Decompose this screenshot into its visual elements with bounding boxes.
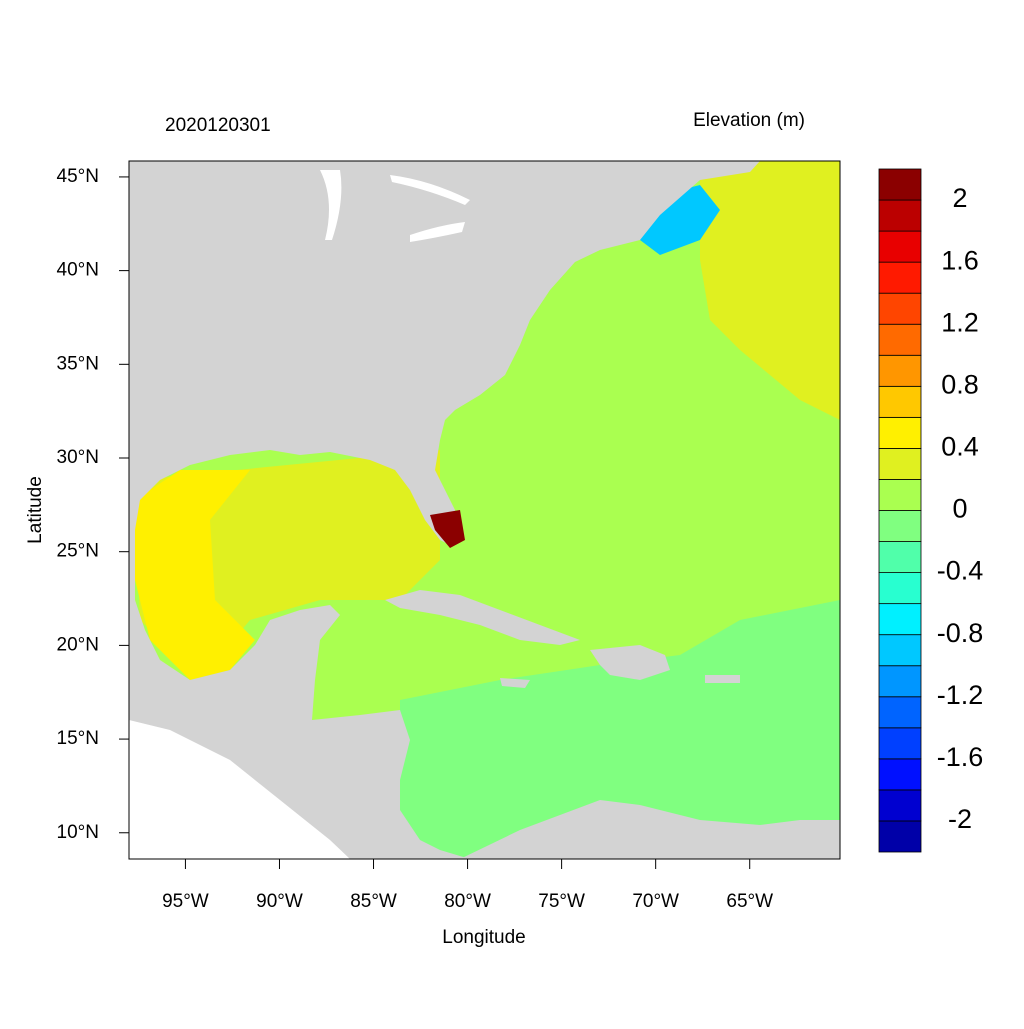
ocean-region bbox=[135, 470, 255, 680]
x-tick-label: 95°W bbox=[162, 891, 209, 912]
colorbar-label: 1.6 bbox=[941, 245, 979, 275]
colorbar-box bbox=[878, 292, 922, 325]
y-tick-label: 30°N bbox=[57, 447, 99, 468]
colorbar-box bbox=[878, 634, 922, 667]
map-area bbox=[129, 161, 840, 859]
land bbox=[129, 161, 760, 859]
colorbar-box bbox=[878, 510, 922, 542]
colorbar-label: 2 bbox=[952, 183, 967, 213]
x-tick-label: 90°W bbox=[256, 891, 303, 912]
colorbar-box bbox=[878, 789, 922, 822]
x-tick-label: 85°W bbox=[350, 891, 397, 912]
lakes bbox=[320, 170, 470, 242]
y-tick-label: 45°N bbox=[57, 166, 99, 187]
land bbox=[460, 800, 840, 859]
y-tick-label: 35°N bbox=[57, 353, 99, 374]
colorbar-label: 0.8 bbox=[941, 369, 979, 399]
colorbar-box bbox=[878, 665, 922, 698]
pacific bbox=[129, 720, 350, 859]
x-tick-label: 65°W bbox=[726, 891, 773, 912]
ocean-region bbox=[400, 600, 840, 859]
land bbox=[500, 678, 530, 688]
colorbar: -2 -1.6 -1.2 -0.8 -0.4 0 0.4 0.8 1.2 1.6 2 bbox=[878, 168, 984, 853]
colorbar-label: -1.2 bbox=[937, 680, 984, 710]
colorbar-label: -0.8 bbox=[937, 618, 984, 648]
colorbar-box bbox=[878, 199, 922, 232]
colorbar-box bbox=[878, 572, 922, 605]
colorbar-box bbox=[878, 758, 922, 791]
colorbar-box bbox=[878, 727, 922, 760]
y-tick-label: 20°N bbox=[57, 634, 99, 655]
title-right: Elevation (m) bbox=[693, 110, 805, 131]
land bbox=[385, 590, 580, 645]
colorbar-box bbox=[878, 820, 922, 853]
colorbar-label: 0.4 bbox=[941, 432, 979, 462]
y-axis-label: Latitude bbox=[25, 476, 46, 544]
colorbar-box bbox=[878, 448, 922, 480]
colorbar-box bbox=[878, 603, 922, 636]
colorbar-box bbox=[878, 323, 922, 356]
x-axis-label: Longitude bbox=[442, 927, 525, 948]
colorbar-box bbox=[878, 416, 922, 449]
x-tick-label: 80°W bbox=[444, 891, 491, 912]
ocean-region bbox=[700, 161, 840, 420]
x-tick-label: 75°W bbox=[538, 891, 585, 912]
title-left: 2020120301 bbox=[165, 115, 271, 136]
colorbar-box bbox=[878, 696, 922, 729]
land bbox=[590, 645, 670, 680]
y-tick-label: 25°N bbox=[57, 541, 99, 562]
colorbar-box bbox=[878, 230, 922, 263]
colorbar-box bbox=[878, 168, 922, 201]
x-tick-label: 70°W bbox=[632, 891, 679, 912]
colorbar-label: -2 bbox=[948, 804, 972, 834]
colorbar-label: 1.2 bbox=[941, 307, 979, 337]
colorbar-box bbox=[878, 385, 922, 418]
colorbar-box bbox=[878, 261, 922, 294]
colorbar-box bbox=[878, 541, 922, 573]
colorbar-box bbox=[878, 354, 922, 387]
land bbox=[705, 675, 740, 683]
colorbar-label: -0.4 bbox=[937, 556, 984, 586]
y-tick-label: 15°N bbox=[57, 728, 99, 749]
colorbar-label: -1.6 bbox=[937, 742, 984, 772]
ocean-region bbox=[430, 510, 465, 548]
colorbar-box bbox=[878, 479, 922, 511]
colorbar-label: 0 bbox=[952, 494, 967, 524]
plot-frame bbox=[128, 160, 841, 860]
y-tick-label: 40°N bbox=[57, 260, 99, 281]
y-tick-label: 10°N bbox=[57, 822, 99, 843]
